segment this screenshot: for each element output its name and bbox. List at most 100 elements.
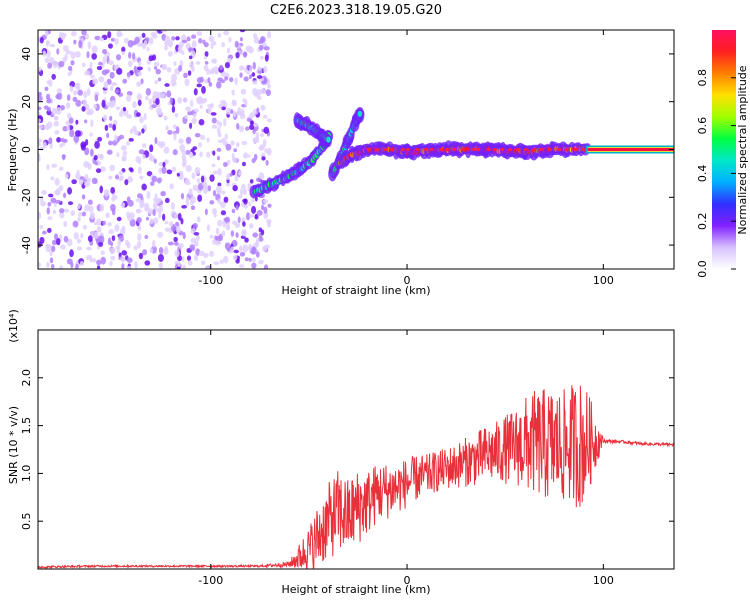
noise-blob bbox=[46, 164, 50, 171]
noise-blob bbox=[138, 60, 142, 66]
noise-blob bbox=[189, 200, 194, 205]
noise-blob bbox=[177, 45, 183, 54]
noise-blob bbox=[106, 149, 113, 155]
noise-blob bbox=[266, 221, 272, 228]
noise-blob bbox=[216, 147, 222, 152]
noise-blob bbox=[50, 176, 55, 181]
noise-blob bbox=[157, 231, 164, 238]
noise-blob bbox=[224, 61, 230, 69]
noise-blob bbox=[194, 167, 201, 175]
noise-blob bbox=[99, 185, 104, 194]
noise-blob bbox=[116, 32, 123, 37]
noise-blob bbox=[255, 251, 260, 258]
noise-blob bbox=[238, 65, 245, 71]
noise-blob bbox=[190, 66, 196, 72]
noise-blob bbox=[184, 150, 191, 155]
noise-blob bbox=[240, 88, 247, 95]
noise-blob bbox=[253, 36, 260, 44]
noise-blob bbox=[164, 35, 171, 44]
noise-blob bbox=[248, 74, 253, 80]
trace-peak bbox=[400, 148, 405, 151]
noise-blob bbox=[206, 137, 210, 143]
noise-blob bbox=[246, 64, 251, 69]
noise-blob bbox=[67, 65, 73, 71]
noise-blob bbox=[149, 218, 154, 225]
noise-blob bbox=[133, 130, 139, 136]
noise-blob bbox=[55, 94, 60, 100]
noise-blob bbox=[66, 124, 70, 132]
noise-blob bbox=[186, 255, 192, 261]
noise-blob bbox=[201, 181, 208, 187]
noise-blob bbox=[86, 246, 92, 251]
trace-core bbox=[326, 136, 331, 143]
noise-blob bbox=[80, 141, 87, 149]
noise-blob bbox=[234, 77, 238, 86]
noise-blob bbox=[106, 78, 112, 85]
noise-blob bbox=[111, 196, 116, 202]
noise-blob bbox=[263, 206, 268, 214]
spectrogram-xtick-label: 100 bbox=[593, 274, 614, 287]
noise-blob bbox=[164, 220, 169, 225]
noise-blob bbox=[266, 147, 272, 156]
noise-blob bbox=[238, 125, 245, 133]
noise-blob bbox=[98, 61, 103, 66]
noise-blob bbox=[207, 107, 212, 115]
noise-blob bbox=[262, 114, 268, 119]
noise-blob bbox=[255, 177, 261, 182]
trace-peak bbox=[415, 148, 420, 151]
spectrogram-ytick-label: 40 bbox=[20, 47, 33, 61]
noise-blob bbox=[221, 230, 226, 237]
noise-blob bbox=[38, 66, 42, 72]
noise-blob bbox=[66, 238, 73, 247]
noise-blob bbox=[38, 95, 43, 102]
noise-blob bbox=[141, 143, 147, 148]
noise-blob bbox=[104, 69, 110, 74]
noise-blob bbox=[236, 122, 240, 130]
noise-blob bbox=[153, 158, 157, 164]
noise-blob bbox=[38, 124, 43, 130]
noise-blob bbox=[69, 85, 74, 93]
noise-blob bbox=[148, 55, 154, 62]
noise-blob bbox=[81, 106, 86, 112]
noise-blob bbox=[81, 30, 87, 36]
noise-blob bbox=[109, 71, 115, 79]
noise-blob bbox=[226, 247, 231, 252]
noise-blob bbox=[212, 190, 217, 197]
noise-blob bbox=[160, 92, 166, 98]
noise-blob bbox=[207, 185, 212, 192]
noise-blob bbox=[51, 73, 56, 80]
noise-blob bbox=[171, 36, 176, 41]
noise-blob bbox=[70, 60, 75, 66]
noise-blob bbox=[155, 208, 162, 213]
trace-peak bbox=[573, 148, 578, 151]
noise-blob bbox=[211, 163, 216, 168]
noise-blob bbox=[39, 196, 43, 203]
noise-blob bbox=[110, 241, 114, 247]
noise-blob bbox=[120, 145, 127, 151]
noise-blob bbox=[165, 125, 169, 131]
noise-blob bbox=[190, 205, 196, 211]
noise-blob bbox=[226, 173, 231, 181]
colorbar-tick-label: 0.2 bbox=[696, 212, 709, 230]
noise-blob bbox=[146, 170, 153, 177]
noise-blob bbox=[48, 56, 55, 64]
noise-blob bbox=[84, 173, 89, 180]
noise-blob bbox=[229, 77, 234, 83]
noise-blob bbox=[206, 224, 211, 232]
noise-blob bbox=[87, 235, 93, 242]
noise-blob bbox=[66, 258, 73, 265]
noise-blob bbox=[135, 198, 142, 203]
noise-blob bbox=[158, 262, 163, 269]
noise-blob bbox=[189, 62, 194, 69]
noise-blob bbox=[217, 219, 223, 227]
noise-blob bbox=[95, 168, 102, 174]
noise-blob bbox=[154, 193, 158, 201]
noise-blob bbox=[90, 119, 94, 128]
noise-blob bbox=[197, 194, 203, 202]
noise-blob bbox=[108, 175, 113, 180]
noise-blob bbox=[49, 257, 54, 264]
trace-core bbox=[357, 110, 363, 117]
noise-blob bbox=[72, 96, 78, 102]
noise-blob bbox=[252, 127, 256, 135]
noise-blob bbox=[122, 78, 128, 84]
